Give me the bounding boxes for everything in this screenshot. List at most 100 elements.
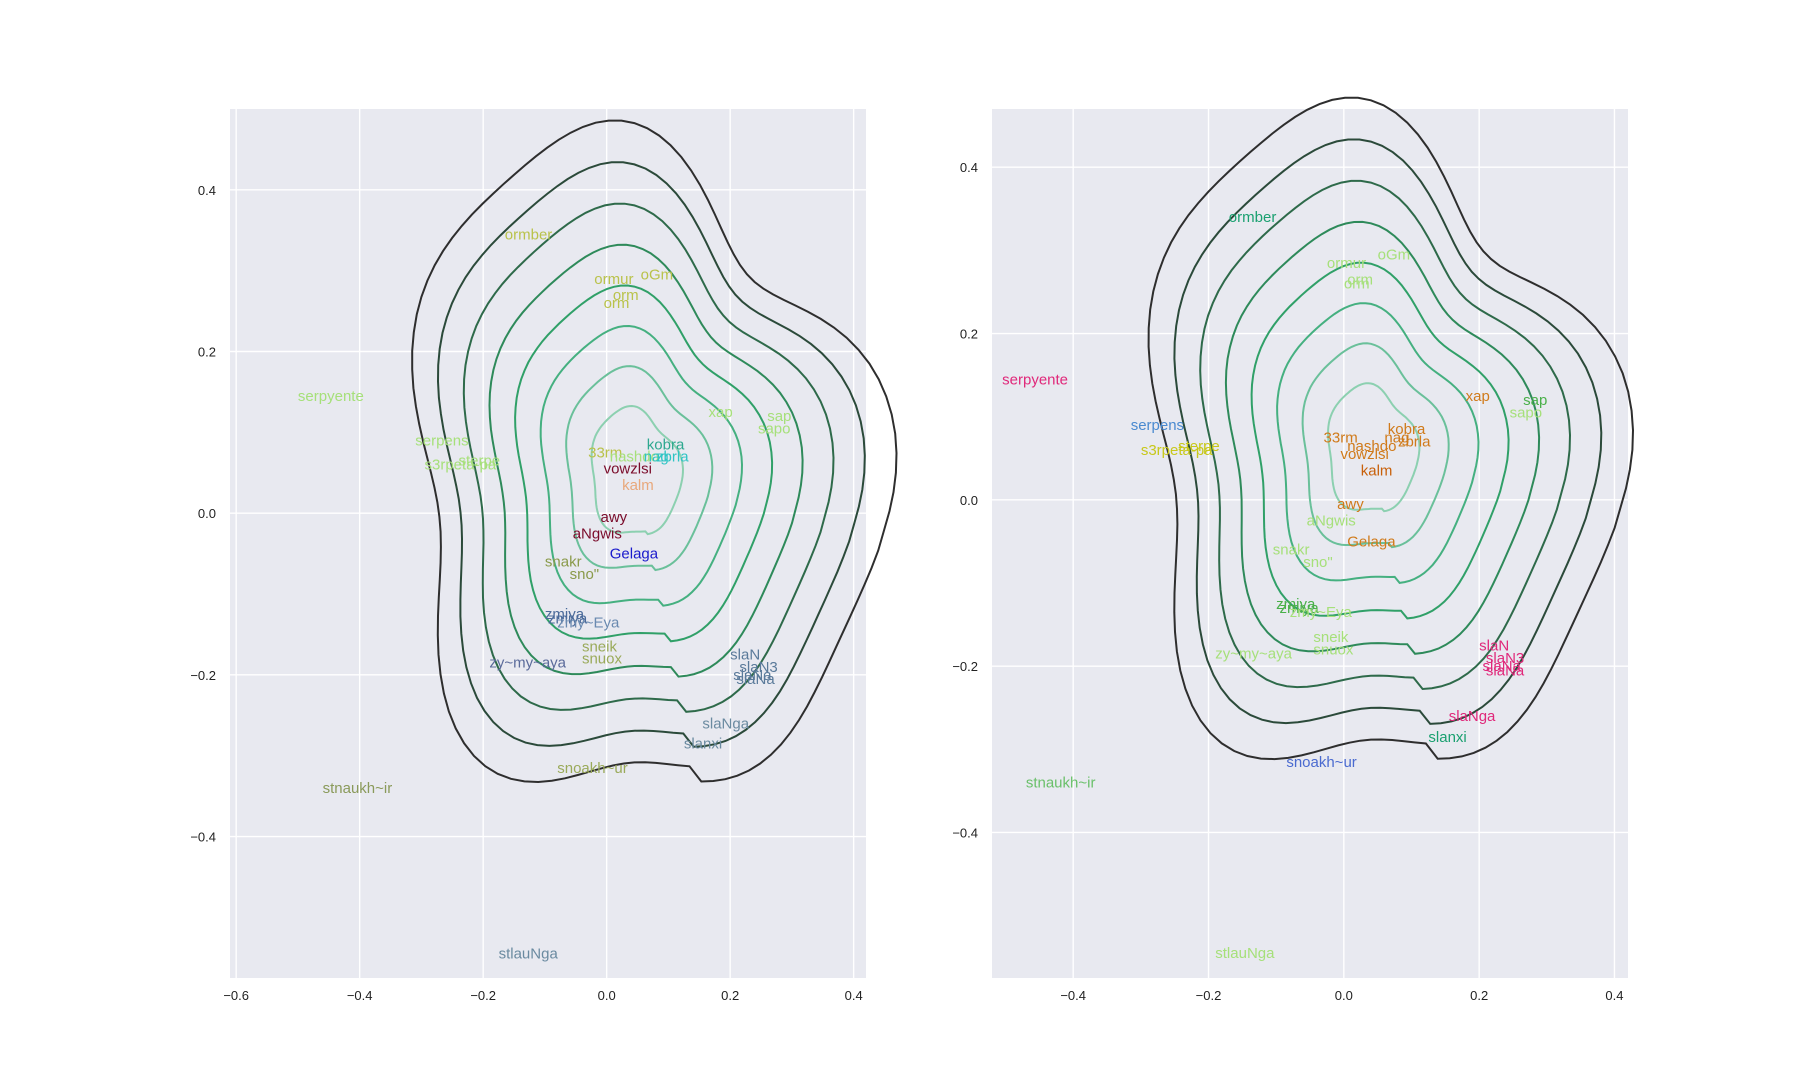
word-label: vowzlsi [1340, 446, 1388, 463]
word-label: xap [1466, 388, 1490, 405]
word-label: sterpe [458, 453, 500, 470]
word-label: nag [644, 449, 669, 466]
x-tick-label: −0.4 [347, 988, 373, 1003]
x-tick-label: −0.6 [223, 988, 249, 1003]
word-label: kalm [1361, 463, 1393, 480]
right-contour-panel: −0.4 −0.2 0.0 0.2 0.4 −0.4 −0.2 0.0 0.2 0.4 serpye… [952, 96, 1635, 1003]
word-label: Gelaga [1347, 533, 1396, 550]
density-contour [1327, 382, 1421, 513]
word-label: slanxi [1428, 729, 1466, 746]
word-label: orm [1347, 271, 1373, 288]
word-label: sneik [1313, 629, 1349, 646]
word-label: serpyente [1002, 371, 1068, 388]
word-label: zmiya [548, 610, 588, 627]
word-label: sno" [570, 566, 600, 583]
left-contour-panel: −0.6 −0.4 −0.2 0.0 0.2 0.4 −0.4 −0.2 0.0 0.2 0.4 se… [190, 109, 898, 1003]
word-label: vowzlsi [604, 461, 652, 478]
word-label: orm [604, 295, 630, 312]
word-label: slaN [730, 647, 760, 664]
word-label: slaNga [1449, 708, 1496, 725]
word-label: zbrla [656, 449, 689, 466]
word-label: s3rpeta-pa [1141, 442, 1213, 459]
density-contour [565, 365, 714, 572]
x-tick-label: 0.4 [845, 988, 863, 1003]
word-label: zmiya [1280, 600, 1320, 617]
plot-background [992, 109, 1628, 978]
word-label: kalm [622, 477, 654, 494]
word-label: orm [613, 287, 639, 304]
x-tick-label: 0.2 [1470, 988, 1488, 1003]
word-label: ormber [1229, 209, 1277, 226]
word-label: stnaukh~ir [1026, 775, 1096, 792]
word-label: stlauNga [1215, 945, 1275, 962]
density-contour [1250, 261, 1510, 620]
word-label: slanxi [684, 736, 722, 753]
word-label: snoakh~ur [1286, 754, 1356, 771]
x-tick-label: 0.0 [598, 988, 616, 1003]
word-label: 33rm [588, 445, 622, 462]
word-label: 33rm [1324, 429, 1358, 446]
word-label: nag [1384, 429, 1409, 446]
word-label: zy~my~aya [1215, 646, 1292, 663]
word-label: zmiya [1276, 596, 1316, 613]
y-tick-label: 0.2 [198, 345, 216, 360]
density-contour [411, 119, 898, 784]
x-tick-label: 0.4 [1605, 988, 1623, 1003]
y-tick-label: 0.0 [198, 506, 216, 521]
word-label: slaN3 [1486, 650, 1524, 667]
word-label: snoakh~ur [557, 760, 627, 777]
density-contour [1301, 342, 1450, 549]
word-label: snuox [1313, 642, 1354, 659]
y-tick-label: 0.4 [960, 160, 978, 175]
word-label: sapo [758, 420, 791, 437]
word-label: slaNa [736, 671, 775, 688]
word-label: ormber [505, 226, 553, 243]
word-label: s3rpeta-pa [425, 457, 497, 474]
density-contour [514, 284, 774, 643]
plot-background [230, 109, 866, 978]
word-label: zy~my~aya [489, 655, 566, 672]
word-label: slaN [1479, 637, 1509, 654]
word-label: stnaukh~ir [323, 780, 393, 797]
word-label: zbrla [1398, 434, 1431, 451]
word-label: orm [1344, 276, 1370, 293]
word-label: nashdo [610, 449, 659, 466]
word-label: awy [600, 509, 627, 526]
word-label: oGm [1378, 247, 1411, 264]
density-contour [1224, 220, 1541, 655]
word-label: slaNa [1486, 662, 1525, 679]
word-label: zmy~Eya [1290, 604, 1353, 621]
density-contour [590, 404, 685, 536]
y-tick-label: 0.4 [198, 183, 216, 198]
word-label: sneik [582, 639, 618, 656]
word-label: slaNa [733, 667, 772, 684]
x-tick-label: −0.2 [1196, 988, 1222, 1003]
word-label: snakr [1273, 542, 1310, 559]
y-tick-label: 0.0 [960, 493, 978, 508]
word-label: serpyente [298, 388, 364, 405]
word-label: sap [767, 408, 791, 425]
x-tick-label: −0.2 [470, 988, 496, 1003]
word-label: slaN3 [739, 659, 777, 676]
y-tick-label: −0.4 [190, 830, 216, 845]
word-label: aNgwis [573, 525, 622, 542]
word-label: zmy~Eya [557, 614, 620, 631]
word-label: kobra [647, 436, 685, 453]
density-contour [1173, 138, 1603, 725]
word-label: sno" [1303, 554, 1333, 571]
word-label: oGm [641, 267, 674, 284]
word-label: Gelaga [610, 546, 659, 563]
word-label: sapo [1510, 405, 1543, 422]
y-tick-label: −0.2 [190, 668, 216, 683]
word-label: sap [1523, 392, 1547, 409]
word-label: ormur [1327, 255, 1366, 272]
word-label: slaNga [702, 715, 749, 732]
word-label: slaNa [1483, 658, 1522, 675]
word-label: aNgwis [1307, 513, 1356, 530]
word-label: snuox [582, 651, 623, 668]
word-label: serpens [415, 432, 468, 449]
word-label: kobra [1388, 421, 1426, 438]
density-contour [1276, 302, 1480, 584]
x-tick-label: 0.0 [1335, 988, 1353, 1003]
